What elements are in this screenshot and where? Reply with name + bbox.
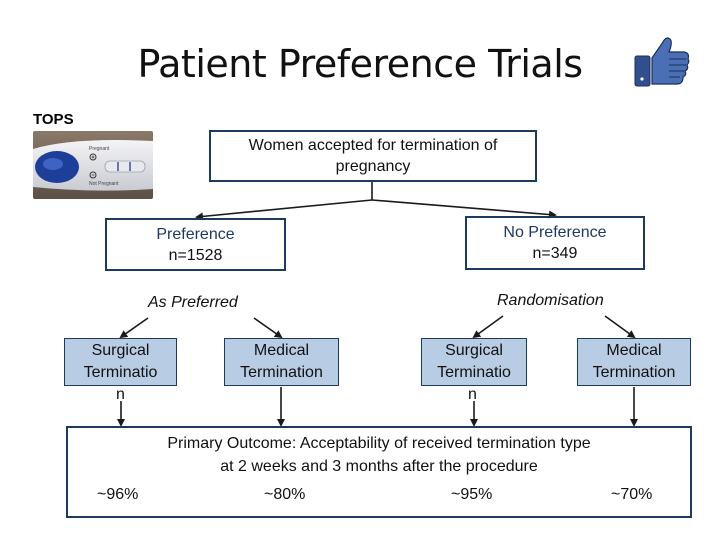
outcome-text: Primary Outcome: Acceptability of receiv… [66, 432, 692, 478]
population-line1: Women accepted for termination of [248, 137, 498, 154]
tops-label: TOPS [33, 111, 74, 128]
no-preference-label: No Preference [503, 224, 607, 241]
leaf-medical-preferred: Medical Termination [224, 338, 339, 386]
outcome-line2: at 2 weeks and 3 months after the proced… [220, 458, 538, 475]
result-surgical-randomised: ~95% [451, 486, 493, 503]
leaf-line1: Surgical [445, 342, 503, 359]
result-surgical-preferred: ~96% [97, 486, 139, 503]
leaf-line2: Termination [592, 364, 676, 381]
outcome-box [66, 426, 692, 518]
population-line2: pregnancy [335, 158, 411, 175]
outcome-line1: Primary Outcome: Acceptability of receiv… [167, 435, 591, 452]
leaf-line1: Medical [606, 342, 662, 359]
as-preferred-label: As Preferred [148, 294, 238, 311]
no-preference-box: No Preference n=349 [465, 216, 645, 270]
leaf-medical-randomised: Medical Termination [577, 338, 691, 386]
not-pregnant-text: Not Pregnant [89, 181, 119, 187]
leaf-line2: Termination [240, 364, 323, 381]
leaf-spill: n [116, 386, 125, 403]
leaf-line2: Terminatio [437, 364, 511, 381]
leaf-line1: Surgical [91, 342, 150, 359]
leaf-spill: n [468, 386, 477, 403]
pregnant-text: Pregnant [89, 146, 110, 152]
no-preference-n: n=349 [532, 245, 578, 262]
result-medical-preferred: ~80% [264, 486, 306, 503]
thumbs-up-icon [634, 37, 690, 87]
preference-n: n=1528 [168, 246, 223, 264]
leaf-surgical-randomised: Surgical Terminatio [421, 338, 527, 386]
preference-label: Preference [156, 225, 235, 243]
leaf-line2: Terminatio [83, 364, 158, 381]
randomisation-label: Randomisation [497, 292, 604, 309]
page-title: Patient Preference Trials [137, 42, 583, 86]
pregnancy-test-photo: Pregnant Not Pregnant [33, 131, 153, 199]
population-box: Women accepted for termination of pregna… [209, 130, 537, 182]
result-medical-randomised: ~70% [611, 486, 653, 503]
leaf-surgical-preferred: Surgical Terminatio [64, 338, 177, 386]
preference-box: Preference n=1528 [105, 218, 286, 271]
leaf-line1: Medical [253, 342, 310, 359]
